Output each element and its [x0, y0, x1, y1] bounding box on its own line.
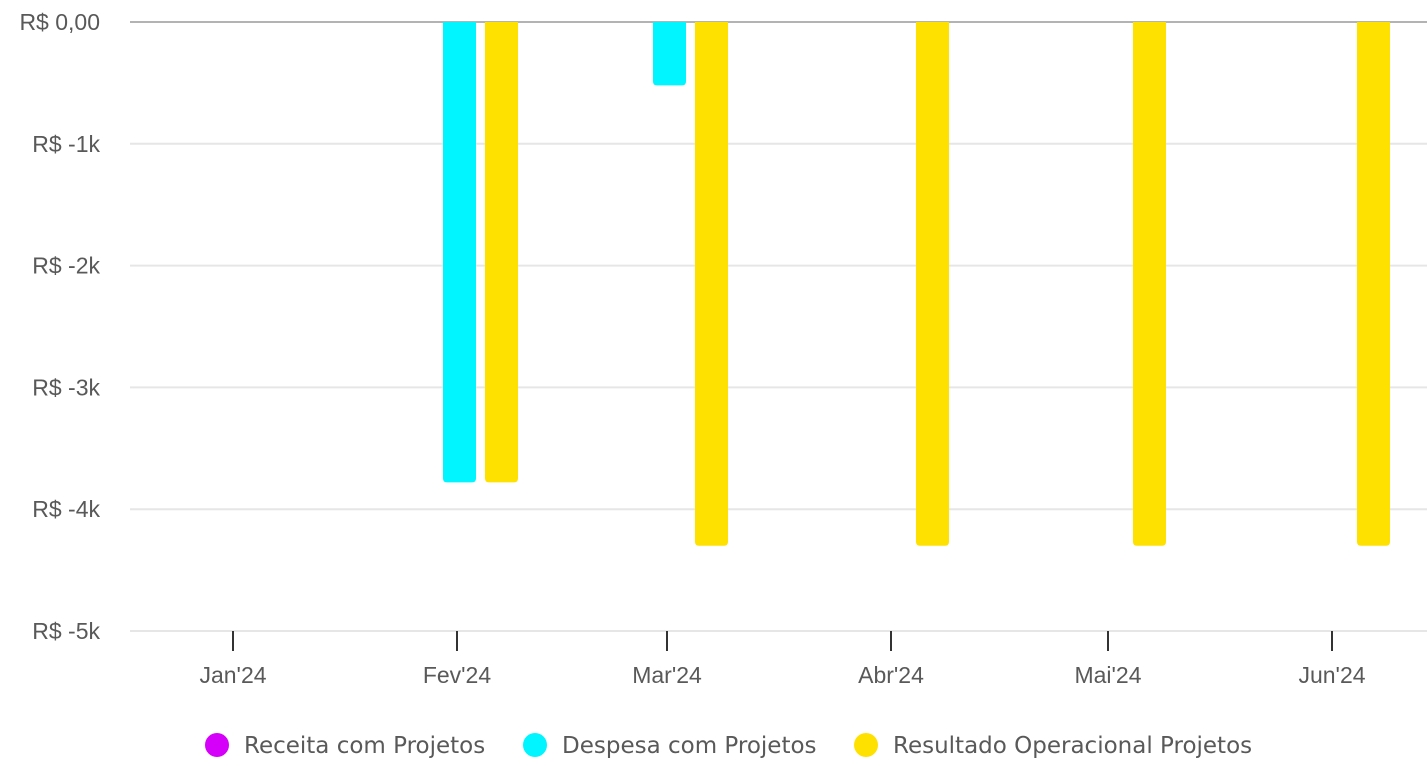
- bar-resultado-operacional-projetos-3[interactable]: [916, 22, 949, 546]
- legend-marker: [523, 733, 547, 757]
- bar-resultado-operacional-projetos-1[interactable]: [485, 22, 518, 483]
- legend-label: Despesa com Projetos: [562, 733, 817, 759]
- legend-label: Receita com Projetos: [244, 733, 485, 759]
- x-tick-label: Mai'24: [1074, 662, 1141, 688]
- y-tick-label: R$ -5k: [32, 618, 100, 644]
- x-tick-label: Jun'24: [1298, 662, 1365, 688]
- bar-despesa-com-projetos-1[interactable]: [443, 22, 476, 483]
- bar-resultado-operacional-projetos-4[interactable]: [1133, 22, 1166, 546]
- y-tick-label: R$ -1k: [32, 131, 100, 157]
- x-tick-label: Mar'24: [632, 662, 702, 688]
- legend-item[interactable]: Resultado Operacional Projetos: [854, 733, 1252, 759]
- bar-resultado-operacional-projetos-2[interactable]: [695, 22, 728, 546]
- y-tick-label: R$ -2k: [32, 253, 100, 279]
- y-tick-label: R$ 0,00: [19, 9, 100, 35]
- legend-label: Resultado Operacional Projetos: [893, 733, 1252, 759]
- bar-despesa-com-projetos-2[interactable]: [653, 22, 686, 86]
- legend-item[interactable]: Receita com Projetos: [205, 733, 485, 759]
- bar-resultado-operacional-projetos-5[interactable]: [1357, 22, 1390, 546]
- y-tick-label: R$ -4k: [32, 496, 100, 522]
- legend-marker: [854, 733, 878, 757]
- x-tick-label: Jan'24: [199, 662, 266, 688]
- x-tick-label: Abr'24: [858, 662, 924, 688]
- legend-item[interactable]: Despesa com Projetos: [523, 733, 817, 759]
- x-tick-label: Fev'24: [423, 662, 492, 688]
- y-tick-label: R$ -3k: [32, 374, 100, 400]
- legend-marker: [205, 733, 229, 757]
